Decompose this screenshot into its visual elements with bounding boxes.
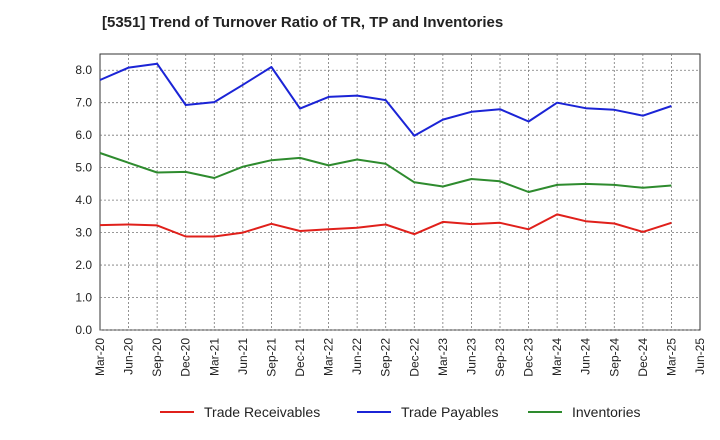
legend-label: Trade Receivables (204, 404, 321, 420)
y-tick-label: 1.0 (75, 291, 92, 305)
x-tick-label: Dec-23 (522, 338, 536, 377)
x-tick-label: Jun-23 (464, 338, 478, 375)
y-tick-label: 7.0 (75, 96, 92, 110)
plot-area (99, 53, 701, 331)
y-tick-label: 4.0 (75, 193, 92, 207)
x-axis-ticks: Mar-20 Jun-20 Sep-20 Dec-20 Mar-21 Jun-21 Sep-… (93, 338, 707, 377)
x-tick-label: Dec-22 (407, 338, 421, 377)
y-tick-label: 3.0 (75, 226, 92, 240)
x-tick-label: Mar-21 (207, 338, 221, 376)
x-tick-label: Jun-24 (579, 338, 593, 375)
x-tick-label: Mar-22 (322, 338, 336, 376)
y-tick-label: 5.0 (75, 161, 92, 175)
x-tick-label: Jun-22 (350, 338, 364, 375)
series-line-trade-receivables (99, 213, 672, 238)
legend-label: Trade Payables (401, 404, 499, 420)
x-tick-label: Mar-23 (436, 338, 450, 376)
x-tick-label: Sep-21 (264, 338, 278, 377)
series-line-inventories (99, 152, 672, 193)
x-tick-label: Sep-22 (379, 338, 393, 377)
legend-item: Inventories (528, 404, 640, 420)
x-tick-label: Mar-24 (550, 338, 564, 376)
x-tick-label: Dec-21 (293, 338, 307, 377)
y-tick-label: 6.0 (75, 128, 92, 142)
y-tick-label: 0.0 (75, 323, 92, 337)
series-line-trade-payables (99, 62, 672, 137)
x-tick-label: Dec-20 (179, 338, 193, 377)
x-tick-label: Jun-21 (236, 338, 250, 375)
legend-swatch (160, 411, 194, 413)
x-tick-label: Dec-24 (636, 338, 650, 377)
x-tick-label: Mar-20 (93, 338, 107, 376)
legend-item: Trade Payables (357, 404, 499, 420)
y-tick-label: 2.0 (75, 258, 92, 272)
grid-lines (100, 54, 700, 331)
series-lines (99, 62, 672, 238)
legend-label: Inventories (572, 404, 641, 420)
y-tick-label: 8.0 (75, 63, 92, 77)
legend: Trade Receivables Trade Payables Inventori… (0, 404, 720, 426)
x-tick-label: Jun-25 (693, 338, 707, 375)
x-tick-label: Sep-20 (150, 338, 164, 377)
legend-item: Trade Receivables (160, 404, 320, 420)
legend-swatch (528, 411, 562, 413)
legend-swatch (357, 411, 391, 413)
x-tick-label: Mar-25 (664, 338, 678, 376)
chart-title: [5351] Trend of Turnover Ratio of TR, TP… (102, 14, 504, 31)
x-tick-label: Sep-24 (607, 338, 621, 377)
x-tick-label: Sep-23 (493, 338, 507, 377)
y-axis-ticks: 0.0 1.0 2.0 3.0 4.0 5.0 6.0 7.0 8.0 (75, 63, 92, 337)
x-tick-label: Jun-20 (122, 338, 136, 375)
